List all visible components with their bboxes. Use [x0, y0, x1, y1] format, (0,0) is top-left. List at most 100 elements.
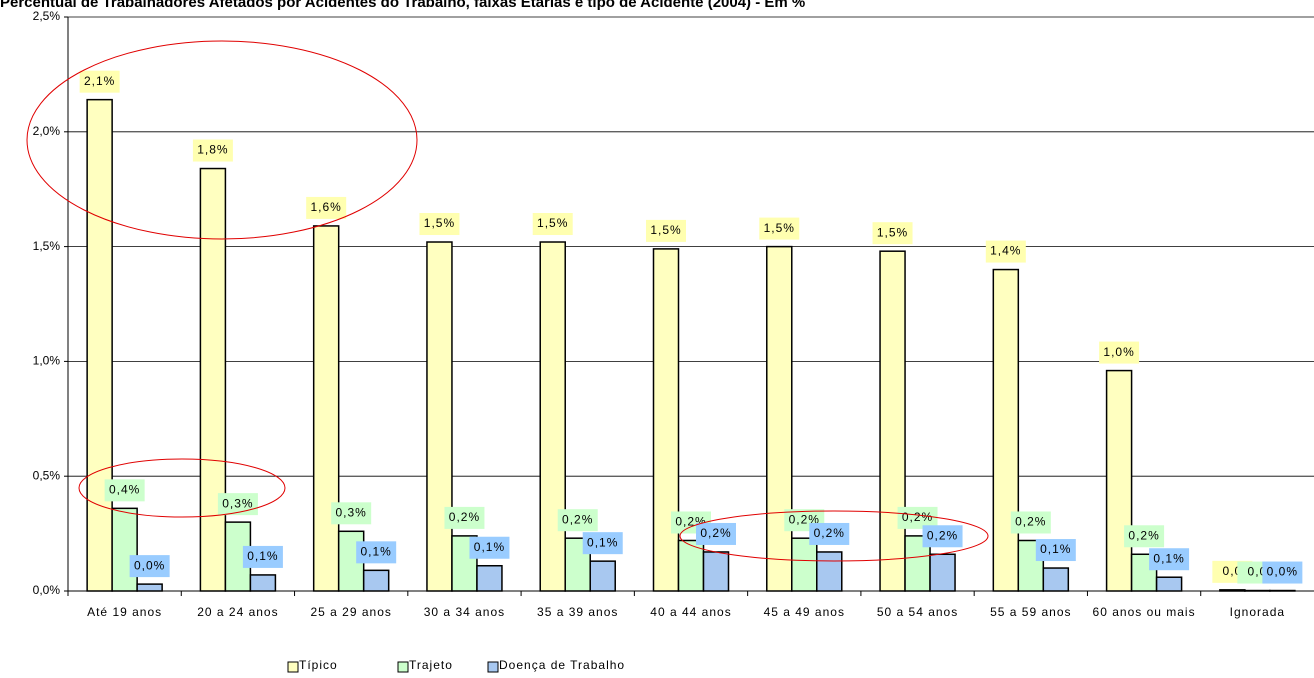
x-tick-label: 55 a 59 anos	[990, 605, 1071, 619]
bar	[904, 535, 931, 592]
value-label-bg	[1124, 525, 1165, 548]
value-label: 0,2%	[1128, 528, 1159, 542]
x-tick-label: Até 19 anos	[87, 605, 162, 619]
bar	[929, 553, 956, 592]
value-label-bg	[129, 555, 170, 578]
x-tick-label: 50 a 54 anos	[877, 605, 958, 619]
value-label: 0,3%	[222, 496, 253, 510]
legend-swatch	[287, 661, 299, 673]
value-label: 1,0%	[1103, 345, 1134, 359]
bar	[312, 225, 340, 592]
x-tick-label: 40 a 44 anos	[650, 605, 731, 619]
legend-label: Típico	[299, 658, 338, 672]
x-tick-label: 30 a 34 anos	[424, 605, 505, 619]
value-label-bg	[582, 532, 623, 555]
x-tick-label: Ignorada	[1230, 605, 1285, 619]
bar	[362, 569, 390, 592]
bar	[879, 250, 906, 592]
value-label: 0,1%	[1153, 551, 1184, 565]
y-tick-label: 1,0%	[33, 354, 61, 368]
bar	[199, 167, 227, 592]
bar	[766, 245, 793, 592]
bar	[1105, 369, 1133, 592]
highlight-ellipse	[78, 458, 286, 518]
bar	[652, 248, 680, 592]
value-label-bg	[922, 525, 963, 548]
x-tick-label: 35 a 39 anos	[537, 605, 618, 619]
bar	[992, 268, 1020, 592]
bar	[702, 551, 730, 592]
bar	[1219, 589, 1246, 592]
legend-swatch	[487, 661, 499, 673]
value-label: 0,0	[1223, 564, 1243, 578]
value-label-bg	[306, 196, 347, 219]
value-label-bg	[331, 502, 372, 525]
value-label: 1,5%	[537, 216, 568, 230]
value-label-bg	[897, 506, 938, 529]
value-label: 0,2%	[902, 510, 933, 524]
value-label: 0,0%	[1267, 565, 1298, 579]
annotations	[26, 40, 989, 562]
value-label: 1,5%	[650, 223, 681, 237]
value-label: 1,8%	[197, 143, 228, 157]
value-label: 0,2%	[927, 528, 958, 542]
value-label-bg	[356, 541, 397, 564]
bar	[1042, 567, 1070, 592]
value-label-bg	[809, 522, 850, 545]
value-label-bg	[557, 509, 598, 532]
value-label-bg	[242, 545, 283, 568]
value-label: 0,3%	[336, 505, 367, 519]
value-label-bg	[985, 240, 1026, 263]
value-label: 1,5%	[424, 216, 455, 230]
value-label: 0,1%	[247, 549, 278, 563]
y-tick-label: 2,0%	[33, 124, 61, 138]
bar	[111, 507, 138, 592]
value-label: 0,2%	[1015, 515, 1046, 529]
value-label: 0,2%	[562, 512, 593, 526]
value-label-bg	[1010, 511, 1051, 534]
value-label: 0,4%	[109, 483, 140, 497]
value-label-bg	[104, 479, 145, 502]
value-label-bg	[1099, 341, 1140, 364]
legend-swatch	[397, 661, 409, 673]
value-label: 0,0	[1248, 565, 1268, 579]
value-label-bg	[79, 70, 120, 93]
value-label-bg	[444, 506, 485, 529]
plot: 0,0% 0,5% 1,0% 1,5% 2,0% 2,5% Até 19 anos 20 a …	[33, 9, 1314, 673]
value-label: 1,6%	[311, 200, 342, 214]
value-label-bg	[1035, 539, 1076, 562]
value-label: 0,1%	[587, 535, 618, 549]
bar	[86, 98, 113, 592]
bar	[791, 537, 818, 592]
y-tick-label: 0,0%	[33, 583, 61, 597]
value-label-bg	[646, 219, 686, 242]
x-tick-label: 45 a 49 anos	[764, 605, 845, 619]
highlight-ellipse	[26, 40, 418, 240]
bar	[337, 530, 365, 592]
value-label-bg	[1262, 561, 1303, 584]
legend-label: Trajeto	[409, 658, 453, 672]
value-label-bg	[759, 217, 800, 240]
chart-title: Percentual de Trabalhadores Afetados por…	[0, 0, 805, 11]
value-label-bg	[532, 213, 573, 236]
bar	[539, 241, 566, 592]
bar	[136, 583, 163, 592]
value-label: 0,1%	[361, 545, 392, 559]
x-tick-label: 25 a 29 anos	[310, 605, 391, 619]
y-tick-label: 1,5%	[33, 239, 61, 253]
bar	[249, 574, 277, 592]
value-label: 1,4%	[990, 244, 1021, 258]
value-label: 0,2%	[789, 512, 820, 526]
highlight-ellipse	[679, 510, 989, 562]
bar	[816, 551, 843, 592]
value-label-bg	[192, 139, 233, 162]
value-label: 0,2%	[814, 526, 845, 540]
value-label: 1,5%	[877, 225, 908, 239]
value-label: 0,2%	[449, 510, 480, 524]
value-label-bg	[469, 536, 510, 559]
value-label-bg	[419, 213, 460, 236]
value-label: 1,5%	[764, 221, 795, 235]
x-tick-label: 20 a 24 anos	[197, 605, 278, 619]
